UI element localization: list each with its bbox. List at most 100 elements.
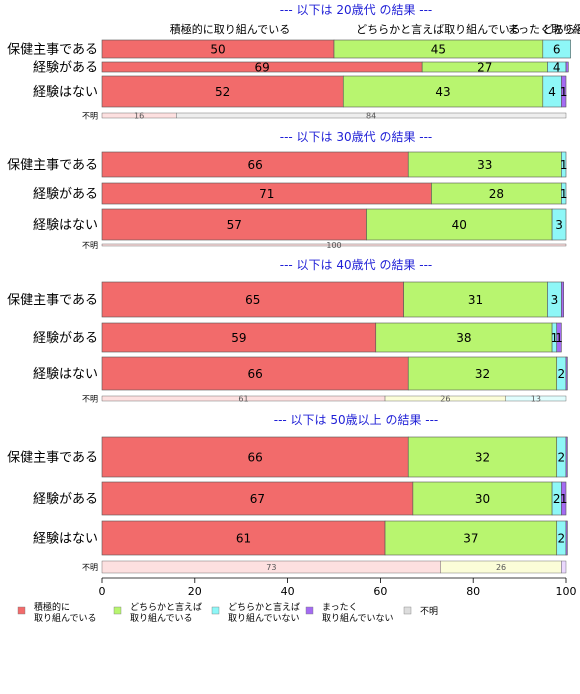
panel-title: --- 以下は 30歳代 の結果 --- — [280, 130, 433, 144]
legend-swatch — [211, 606, 220, 615]
row-label: 経験はない — [33, 85, 98, 100]
bar-segment — [565, 61, 569, 73]
bar-value-label: 65 — [245, 293, 260, 307]
bar-segment — [556, 322, 562, 353]
row-label: 経験はない — [33, 367, 98, 382]
bar-value-label: 32 — [475, 451, 490, 465]
bar-segment — [561, 182, 567, 205]
bar-segment — [412, 481, 553, 516]
bar-value-label: 100 — [326, 241, 341, 250]
bar-value-label: 66 — [247, 451, 262, 465]
bar-value-label: 61 — [236, 532, 251, 546]
bar-segment — [561, 281, 564, 318]
legend-label: 積極的に — [34, 601, 70, 613]
bar-value-label: 3 — [555, 218, 563, 232]
bar-value-label: 30 — [475, 492, 490, 506]
bar-value-label: 69 — [254, 61, 269, 75]
bar-value-label: 3 — [551, 293, 559, 307]
bar-segment — [542, 39, 571, 59]
bar-segment — [375, 322, 553, 353]
bar-value-label: 4 — [548, 85, 556, 99]
bar-segment — [551, 208, 567, 241]
bar-segment — [561, 151, 567, 178]
bar-segment — [101, 75, 344, 108]
row-label: 経験はない — [33, 532, 98, 547]
bar-value-label: 73 — [266, 563, 276, 572]
bar-segment — [565, 356, 568, 391]
column-header: どちらかと言えば取り組んでいる — [356, 23, 520, 36]
bar-value-label: 4 — [553, 61, 561, 75]
panel-title: --- 以下は 20歳代 の結果 --- — [280, 3, 433, 17]
column-header: 不明 — [576, 23, 580, 36]
bar-value-label: 2 — [558, 451, 566, 465]
bar-segment — [403, 281, 548, 318]
bar-value-label: 1 — [560, 187, 568, 201]
bar-segment — [101, 481, 414, 516]
bar-value-label: 32 — [475, 367, 490, 381]
bar-segment — [101, 151, 409, 178]
legend-swatch — [17, 606, 26, 615]
bar-segment — [101, 322, 377, 353]
bar-value-label: 31 — [468, 293, 483, 307]
panel-title: --- 以下は 50歳以上 の結果 --- — [274, 413, 439, 427]
bar-segment — [101, 281, 404, 318]
row-label: 経験がある — [33, 61, 98, 76]
bar-segment — [101, 208, 367, 241]
bar-segment — [561, 75, 567, 108]
legend-label: どちらかと言えば — [130, 601, 202, 613]
legend-swatch — [403, 606, 412, 615]
bar-value-label: 59 — [231, 331, 246, 345]
row-label: 不明 — [82, 112, 98, 121]
legend-label: 取り組んでいる — [34, 612, 97, 624]
bar-segment — [366, 208, 553, 241]
bar-value-label: 38 — [456, 331, 471, 345]
bar-segment — [101, 436, 409, 478]
bar-value-label: 2 — [553, 492, 561, 506]
bar-segment — [101, 243, 567, 247]
bar-value-label: 28 — [489, 187, 504, 201]
bar-value-label: 2 — [558, 367, 566, 381]
bar-segment — [565, 436, 568, 478]
x-tick-label: 60 — [373, 585, 387, 598]
bar-value-label: 67 — [250, 492, 265, 506]
bar-value-label: 1 — [560, 85, 568, 99]
legend-swatch — [305, 606, 314, 615]
legend-label: 取り組んでいない — [322, 612, 394, 624]
row-label: 保健主事である — [7, 43, 98, 58]
row-label: 経験はない — [33, 218, 98, 233]
row-label: 保健主事である — [7, 451, 98, 466]
row-label: 保健主事である — [7, 158, 98, 173]
legend-label: まったく — [322, 602, 358, 613]
bar-segment — [505, 395, 567, 402]
bar-value-label: 16 — [134, 112, 144, 121]
bar-segment — [561, 560, 567, 574]
bar-value-label: 33 — [477, 158, 492, 172]
bar-value-label: 2 — [558, 532, 566, 546]
bar-segment — [407, 151, 562, 178]
bar-value-label: 66 — [247, 158, 262, 172]
panel-title: --- 以下は 40歳代 の結果 --- — [280, 258, 433, 272]
bar-value-label: 84 — [366, 112, 376, 121]
bar-value-label: 66 — [247, 367, 262, 381]
column-header: どちら — [543, 23, 576, 36]
bar-value-label: 27 — [477, 61, 492, 75]
legend-label: 不明 — [420, 606, 438, 617]
legend-label: どちらかと言えば — [228, 601, 300, 613]
bar-value-label: 6 — [553, 43, 561, 57]
bar-value-label: 40 — [452, 218, 467, 232]
bar-value-label: 71 — [259, 187, 274, 201]
bar-segment — [561, 481, 567, 516]
bar-value-label: 50 — [210, 43, 225, 57]
bar-value-label: 1 — [551, 331, 559, 345]
legend-swatch — [113, 606, 122, 615]
row-label: 経験がある — [33, 331, 98, 346]
legend-label: 取り組んでいない — [228, 612, 300, 624]
bar-segment — [342, 75, 544, 108]
bar-value-label: 45 — [431, 43, 446, 57]
legend-label: 取り組んでいる — [130, 612, 193, 624]
bar-value-label: 1 — [560, 158, 568, 172]
bar-segment — [176, 112, 567, 119]
row-label: 不明 — [82, 241, 98, 250]
